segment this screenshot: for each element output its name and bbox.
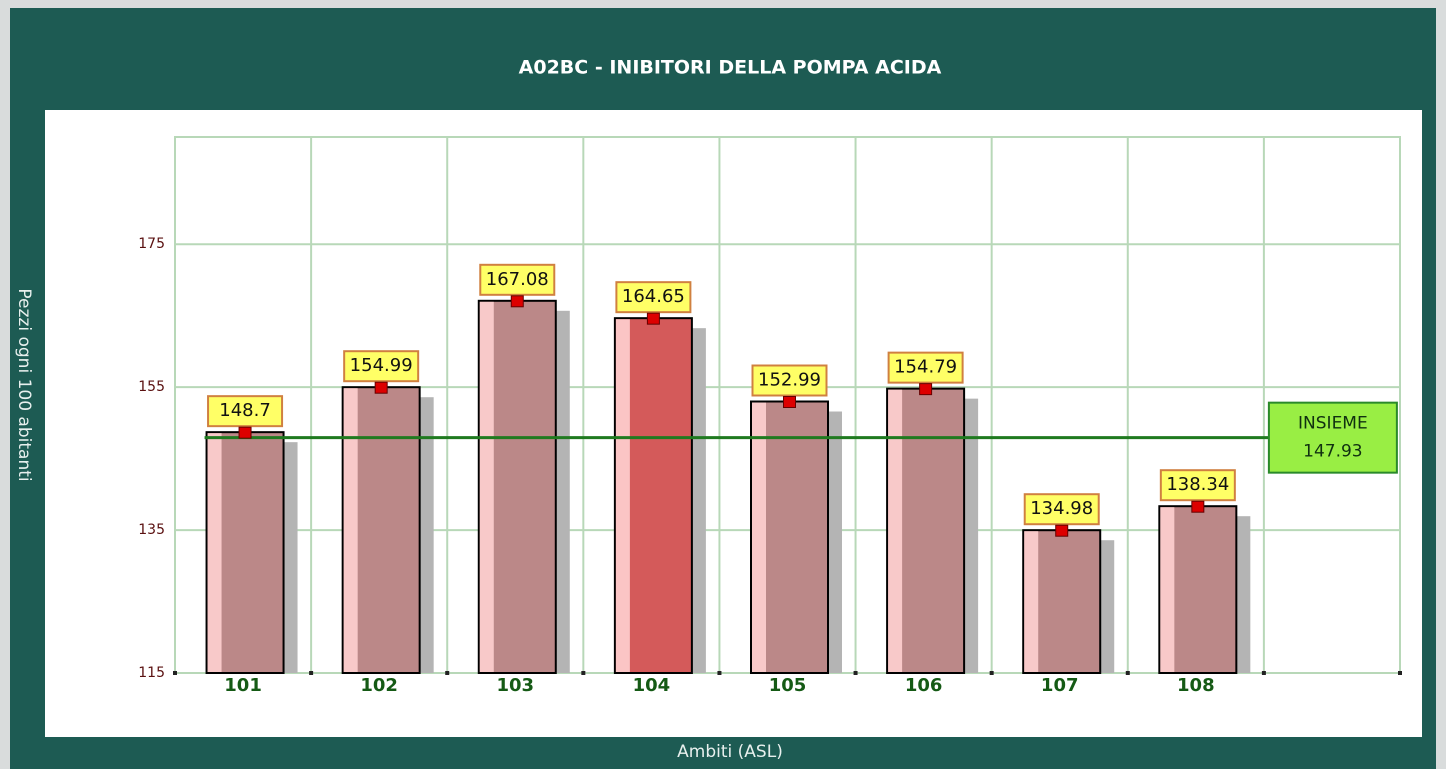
value-label: 154.99 <box>350 355 413 376</box>
axis-dot <box>1125 671 1130 675</box>
value-marker <box>1055 524 1069 537</box>
axis-dot <box>445 671 450 675</box>
bar-highlight <box>207 433 222 672</box>
axis-dot <box>853 671 858 675</box>
y-axis-label: Pezzi ogni 100 abitanti <box>14 288 34 481</box>
value-label-box <box>615 281 692 314</box>
bar-highlight <box>1024 531 1039 672</box>
value-label: 134.98 <box>1030 498 1093 519</box>
reference-label: INSIEME <box>1298 414 1368 434</box>
axis-dot <box>581 671 586 675</box>
bar-highlight <box>1160 507 1175 672</box>
y-tick-label: 135 <box>138 522 165 538</box>
y-tick-label: 115 <box>138 665 165 681</box>
axis-dot <box>1261 671 1266 675</box>
axis-dot <box>173 671 177 675</box>
x-tick-label: 101 <box>224 675 262 696</box>
value-label: 152.99 <box>758 369 821 390</box>
bar-highlight <box>343 388 358 672</box>
value-label-box <box>1159 469 1236 502</box>
value-marker <box>646 312 660 325</box>
value-label-box <box>343 350 420 383</box>
value-label-box <box>751 364 828 397</box>
x-tick-label: 104 <box>633 675 671 696</box>
x-tick-label: 108 <box>1177 675 1215 696</box>
bar-highlight <box>888 389 903 672</box>
value-marker <box>510 295 524 308</box>
value-label: 138.34 <box>1166 474 1229 495</box>
x-axis-label: Ambiti (ASL) <box>677 742 783 762</box>
value-marker <box>1191 500 1205 513</box>
x-tick-label: 106 <box>905 675 943 696</box>
reference-label-box <box>1267 401 1398 474</box>
value-label: 148.7 <box>219 400 271 421</box>
reference-value-label: 147.93 <box>1303 442 1362 462</box>
value-marker <box>919 383 933 396</box>
x-tick-label: 103 <box>496 675 534 696</box>
value-label: 167.08 <box>486 269 549 290</box>
value-marker <box>783 395 796 408</box>
y-tick-label: 155 <box>138 379 165 395</box>
value-label-box <box>1023 493 1100 526</box>
axis-dot <box>717 671 722 675</box>
x-tick-label: 107 <box>1041 675 1079 696</box>
y-tick-label: 175 <box>138 236 165 252</box>
value-label-box <box>479 263 556 296</box>
x-tick-label: 102 <box>360 675 398 696</box>
value-label: 154.79 <box>894 357 957 378</box>
bar-highlight <box>752 402 766 672</box>
value-marker <box>238 426 252 439</box>
chart-title: A02BC - INIBITORI DELLA POMPA ACIDA <box>519 57 942 79</box>
value-label-box <box>207 395 284 428</box>
value-label-box <box>887 351 964 384</box>
x-tick-label: 105 <box>769 675 807 696</box>
bar-highlight <box>479 301 494 672</box>
axis-dot <box>1398 671 1402 675</box>
axis-dot <box>309 671 314 675</box>
value-label: 164.65 <box>622 286 685 307</box>
bar-highlight <box>615 319 630 672</box>
axis-dot <box>989 671 994 675</box>
value-marker <box>374 381 388 394</box>
